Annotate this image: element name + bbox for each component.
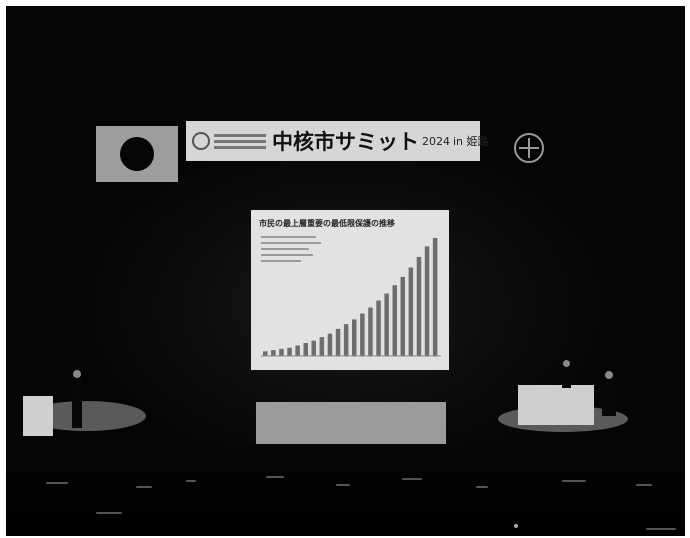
slide-bar xyxy=(376,300,381,356)
japan-flag-icon xyxy=(96,126,178,182)
slide-bar xyxy=(271,350,276,356)
slide-title: 市民の最上層重要の最低限保護の推移 xyxy=(259,219,395,228)
speaker-left-head xyxy=(73,370,81,378)
slide-bar xyxy=(392,285,397,356)
slide-bar xyxy=(408,267,414,356)
speaker-right xyxy=(562,360,571,388)
person-right xyxy=(602,371,616,416)
slide-bar xyxy=(279,348,284,356)
speaker-left xyxy=(72,370,82,428)
audience-area xyxy=(6,446,685,536)
banner-year: 2024 xyxy=(422,134,450,148)
banner-city: in 姫路 xyxy=(453,135,489,148)
slide-bar xyxy=(343,324,349,356)
slide-bar xyxy=(368,307,373,356)
banner-logo-icon xyxy=(192,132,210,150)
projection-screen: 市民の最上層重要の最低限保護の推移 xyxy=(251,210,449,370)
slide-bar xyxy=(360,313,365,356)
slide-bar xyxy=(263,351,268,356)
slide-bar xyxy=(303,343,308,356)
banner-organizer-text xyxy=(214,133,266,149)
left-podium xyxy=(23,396,53,436)
person-right-head xyxy=(605,371,613,379)
slide-bar xyxy=(287,347,292,356)
slide-bar xyxy=(424,246,430,356)
slide-bar xyxy=(400,276,405,356)
speaker-right-head xyxy=(563,360,570,367)
summit-banner: 中核市サミット 2024 in 姫路 xyxy=(186,121,489,161)
city-emblem-icon xyxy=(514,133,544,163)
slide-bar xyxy=(311,340,316,356)
banner-title: 中核市サミット xyxy=(272,130,419,154)
slide-bar xyxy=(319,337,325,356)
photo: 中核市サミット 2024 in 姫路 市民の最上層重要の最低限保護の推移 xyxy=(6,6,685,536)
slide-bar xyxy=(327,333,333,356)
right-podium xyxy=(518,385,594,425)
flag-disc xyxy=(120,137,154,171)
stage-front xyxy=(256,402,446,444)
slide-bar xyxy=(295,345,300,356)
slide-bar xyxy=(416,256,422,356)
slide-bar xyxy=(352,319,357,356)
slide-chart xyxy=(261,236,441,357)
slide-bar xyxy=(384,293,389,356)
slide-legend-text xyxy=(261,236,321,262)
slide-bar xyxy=(335,328,341,356)
slide-bar xyxy=(432,238,438,356)
